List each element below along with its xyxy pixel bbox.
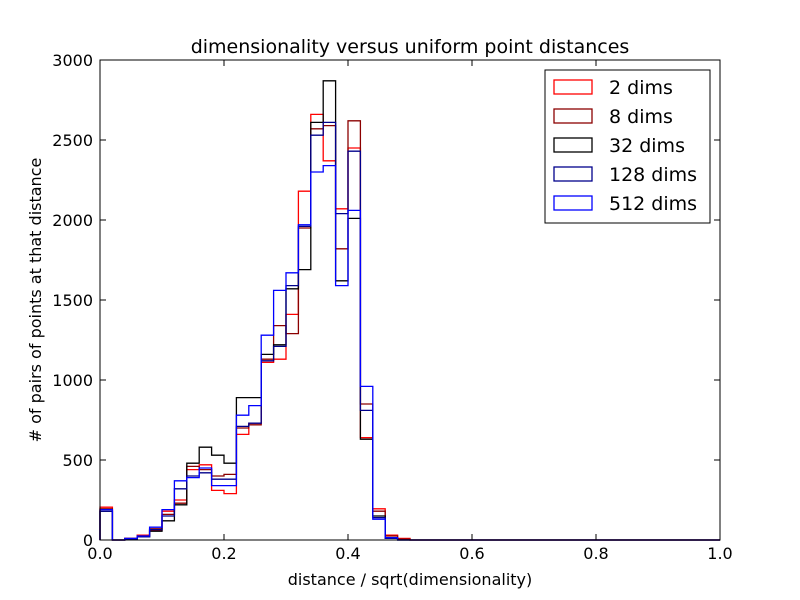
- legend-label: 512 dims: [609, 193, 697, 215]
- y-tick-label: 0: [83, 531, 93, 550]
- y-tick-label: 2500: [52, 131, 93, 150]
- legend-label: 128 dims: [609, 164, 697, 186]
- x-tick-label: 0.0: [87, 544, 112, 563]
- legend-swatch: [553, 137, 593, 153]
- legend-swatch: [553, 108, 593, 124]
- y-tick-label: 1500: [52, 291, 93, 310]
- x-tick-label: 0.2: [211, 544, 236, 563]
- legend-label: 32 dims: [609, 135, 685, 157]
- legend-box: [544, 69, 711, 224]
- legend: 2 dims 8 dims 32 dims 128 dims 512 dims: [544, 69, 711, 224]
- x-tick-label: 1.0: [707, 544, 732, 563]
- x-axis-label: distance / sqrt(dimensionality): [288, 570, 533, 589]
- x-tick-label: 0.8: [583, 544, 608, 563]
- legend-swatch: [553, 195, 593, 211]
- x-tick-label: 0.6: [459, 544, 484, 563]
- y-tick-label: 500: [62, 451, 93, 470]
- y-axis-label: # of pairs of points at that distance: [26, 158, 45, 443]
- legend-label: 8 dims: [609, 106, 673, 128]
- y-tick-label: 2000: [52, 211, 93, 230]
- legend-label: 2 dims: [609, 77, 673, 99]
- legend-swatch: [553, 166, 593, 182]
- x-tick-label: 0.4: [335, 544, 360, 563]
- y-tick-label: 3000: [52, 51, 93, 70]
- chart-title: dimensionality versus uniform point dist…: [191, 36, 630, 58]
- legend-swatch: [553, 79, 593, 95]
- y-tick-label: 1000: [52, 371, 93, 390]
- axes-layer: 0.0 0.2 0.4 0.6 0.8 1.0 0 500 1000 1500 2000 2500 30…: [52, 51, 732, 563]
